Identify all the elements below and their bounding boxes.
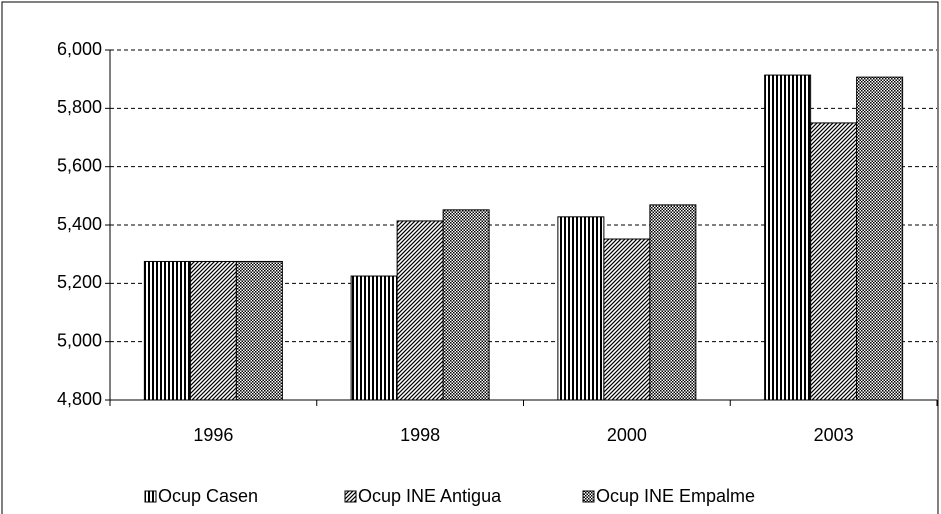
y-tick-label: 5,200 [57, 272, 102, 292]
bar [603, 238, 651, 401]
y-tick-label: 5,400 [57, 214, 102, 234]
bar [810, 122, 858, 401]
y-tick-label: 6,000 [57, 39, 102, 59]
x-tick-label: 1998 [400, 425, 440, 445]
legend-swatch [344, 490, 357, 503]
legend-label: Ocup INE Empalme [596, 486, 755, 506]
bar [396, 220, 444, 401]
bar [350, 275, 398, 401]
y-tick-label: 5,000 [57, 330, 102, 350]
bar [557, 216, 605, 401]
legend-swatch [582, 490, 595, 503]
y-tick-label: 4,800 [57, 389, 102, 409]
legend-label: Ocup Casen [158, 486, 258, 506]
bar [189, 260, 237, 401]
bar [235, 260, 283, 401]
y-tick-label: 5,600 [57, 155, 102, 175]
x-tick-label: 1996 [193, 425, 233, 445]
legend-swatch [144, 490, 157, 503]
x-tick-label: 2000 [607, 425, 647, 445]
bar [442, 209, 490, 401]
x-tick-label: 2003 [814, 425, 854, 445]
bar [649, 204, 697, 401]
legend-label: Ocup INE Antigua [358, 486, 502, 506]
y-tick-label: 5,800 [57, 97, 102, 117]
bar [856, 76, 904, 401]
bar [143, 260, 191, 401]
bar [764, 74, 812, 401]
